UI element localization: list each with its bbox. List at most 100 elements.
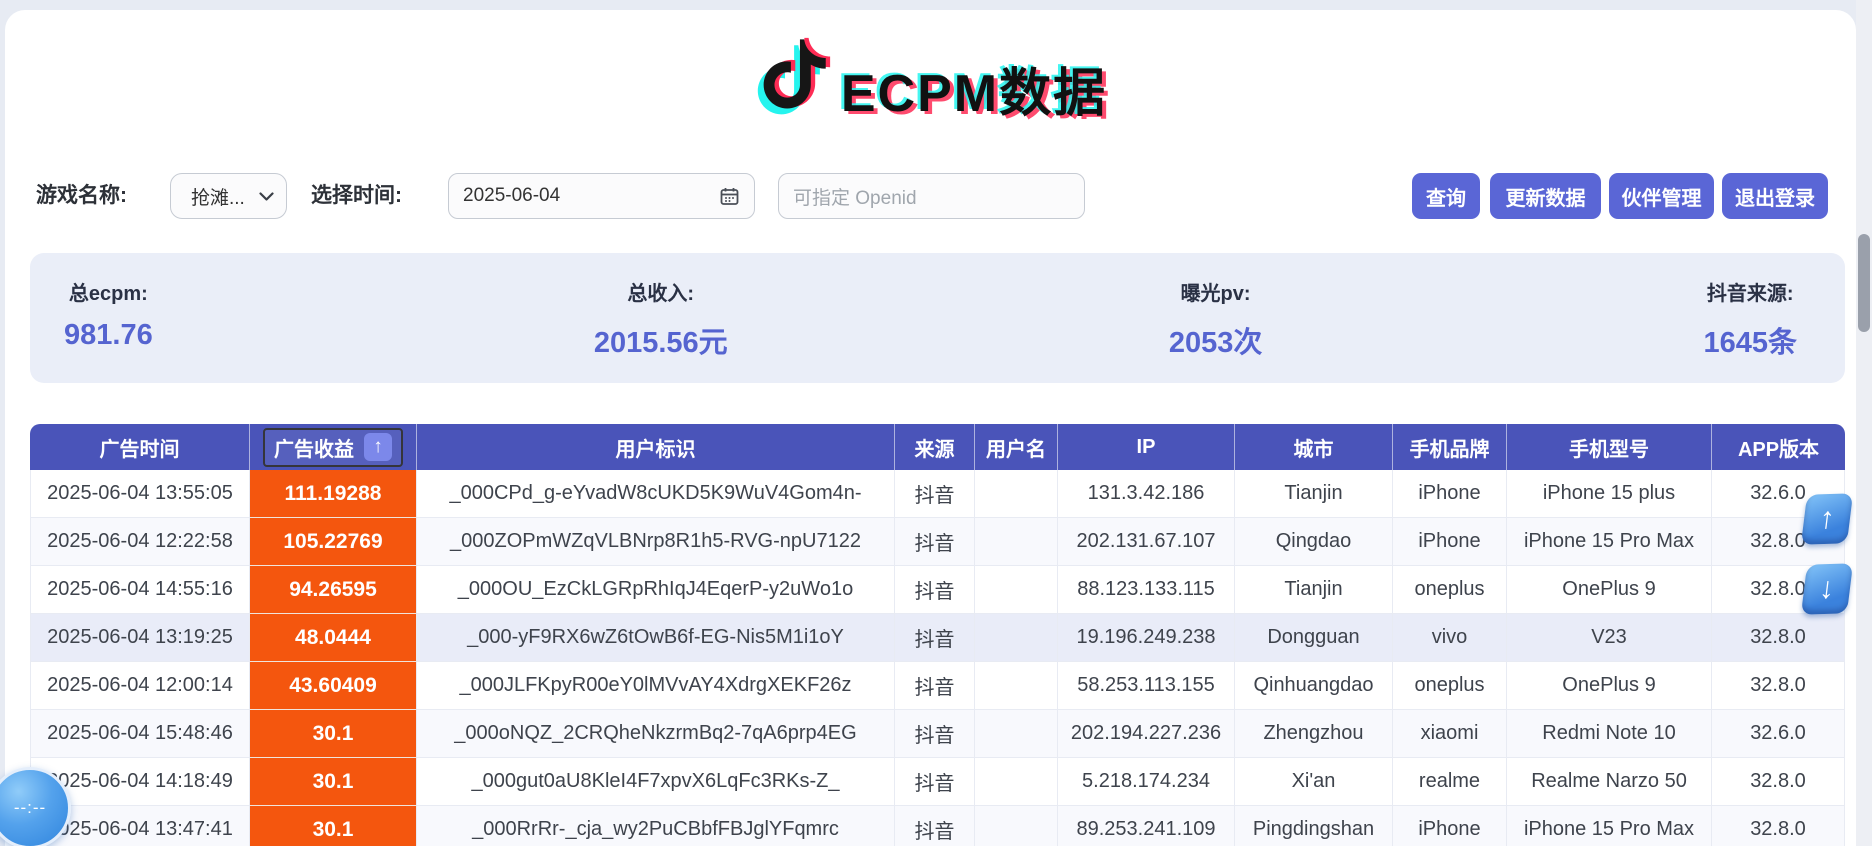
- stat-value: 981.76: [64, 319, 153, 351]
- cell-username: [975, 470, 1058, 518]
- cell-city: Xi'an: [1235, 758, 1393, 806]
- col-header-9: APP版本: [1712, 424, 1845, 470]
- cell-ad-time: 2025-06-04 12:22:58: [30, 518, 250, 566]
- calendar-icon[interactable]: [719, 186, 740, 207]
- stat-label: 抖音来源:: [1706, 283, 1794, 305]
- table-row[interactable]: 2025-06-04 12:22:58 105.22769 _000ZOPmWZqV…: [30, 518, 1845, 566]
- tiktok-note-icon: [757, 37, 830, 115]
- cell-city: Qinhuangdao: [1235, 662, 1393, 710]
- cell-phone-model: OnePlus 9: [1507, 662, 1712, 710]
- cell-ad-revenue: 94.26595: [250, 566, 417, 614]
- col-header-3: 来源: [895, 424, 975, 470]
- cell-source: 抖音: [895, 662, 975, 710]
- cell-app-version: 32.8.0: [1712, 806, 1845, 846]
- cell-app-version: 32.8.0: [1712, 758, 1845, 806]
- header-logo: ECPM数据: [0, 26, 1856, 126]
- page-title: ECPM数据: [840, 65, 1108, 123]
- cell-ip: 19.196.249.238: [1058, 614, 1235, 662]
- table-row[interactable]: 2025-06-04 13:47:41 30.1 _000RrRr-_cja_wy2…: [30, 806, 1845, 846]
- cell-phone-model: iPhone 15 Pro Max: [1507, 806, 1712, 846]
- cell-ad-revenue: 30.1: [250, 806, 417, 846]
- cell-user-openid: _000CPd_g-eYvadW8cUKD5K9WuV4Gom4n-: [417, 470, 895, 518]
- scroll-up-button[interactable]: ↑: [1800, 493, 1854, 545]
- date-input[interactable]: 2025-06-04: [448, 173, 755, 219]
- cell-source: 抖音: [895, 758, 975, 806]
- stat-value: 2015.56元: [593, 327, 728, 359]
- cell-app-version: 32.8.0: [1712, 614, 1845, 662]
- cell-ip: 131.3.42.186: [1058, 470, 1235, 518]
- table-row[interactable]: 2025-06-04 15:48:46 30.1 _000oNQZ_2CRQheNk…: [30, 710, 1845, 758]
- col-header-7: 手机品牌: [1393, 424, 1507, 470]
- scrollbar-track[interactable]: [1856, 0, 1872, 846]
- stat-label: 曝光pv:: [1180, 283, 1251, 305]
- cell-source: 抖音: [895, 566, 975, 614]
- col-header-5: IP: [1058, 424, 1235, 470]
- refresh-data-button[interactable]: 更新数据: [1490, 173, 1601, 219]
- cell-city: Zhengzhou: [1235, 710, 1393, 758]
- cell-city: Tianjin: [1235, 470, 1393, 518]
- logout-button[interactable]: 退出登录: [1722, 173, 1828, 219]
- cell-username: [975, 710, 1058, 758]
- col-header-label: 广告收益: [274, 438, 354, 461]
- cell-ad-time: 2025-06-04 12:00:14: [30, 662, 250, 710]
- cell-phone-model: Realme Narzo 50: [1507, 758, 1712, 806]
- cell-username: [975, 566, 1058, 614]
- cell-ad-revenue: 30.1: [250, 758, 417, 806]
- revenue-sort-control[interactable]: 广告收益 ↑: [263, 427, 403, 467]
- game-select[interactable]: 抢滩...: [170, 173, 287, 219]
- table-row[interactable]: 2025-06-04 13:19:25 48.0444 _000-yF9RX6wZ6…: [30, 614, 1845, 662]
- cell-source: 抖音: [895, 710, 975, 758]
- cell-city: Dongguan: [1235, 614, 1393, 662]
- stats-bar: 总ecpm: 981.76 总收入: 2015.56元 曝光pv: 2053次 …: [30, 253, 1845, 383]
- stat-total-income: 总收入: 2015.56元: [594, 277, 728, 383]
- cell-phone-model: Redmi Note 10: [1507, 710, 1712, 758]
- stat-total-ecpm: 总ecpm: 981.76: [64, 277, 153, 383]
- table-row[interactable]: 2025-06-04 14:18:49 30.1 _000gut0aU8KleI4F…: [30, 758, 1845, 806]
- cell-ip: 202.194.227.236: [1058, 710, 1235, 758]
- cell-city: Tianjin: [1235, 566, 1393, 614]
- timer-bubble[interactable]: --:--: [0, 767, 71, 846]
- stat-value: 2053次: [1168, 327, 1263, 359]
- openid-input[interactable]: 可指定 Openid: [778, 173, 1085, 219]
- table-row[interactable]: 2025-06-04 12:00:14 43.60409 _000JLFKpyR00…: [30, 662, 1845, 710]
- scroll-down-button[interactable]: ↓: [1800, 563, 1854, 615]
- cell-phone-brand: iPhone: [1393, 518, 1507, 566]
- stat-label: 总收入:: [627, 283, 695, 305]
- scrollbar-thumb[interactable]: [1858, 234, 1870, 332]
- col-header-1[interactable]: 广告收益 ↑: [250, 424, 417, 470]
- stat-douyin-source: 抖音来源: 1645条: [1703, 277, 1797, 383]
- cell-app-version: 32.8.0: [1712, 662, 1845, 710]
- partner-manage-button[interactable]: 伙伴管理: [1609, 173, 1714, 219]
- filter-bar: 游戏名称: 抢滩... 选择时间: 2025-06-04 可指定 Openid …: [0, 173, 1872, 219]
- cell-username: [975, 662, 1058, 710]
- table-header-row: 广告时间 广告收益 ↑ 用户标识 来源 用户名 IP 城市 手机品牌 手机型号 APP版本: [30, 424, 1845, 470]
- stat-label: 总ecpm:: [68, 283, 148, 305]
- cell-ad-time: 2025-06-04 13:55:05: [30, 470, 250, 518]
- cell-username: [975, 614, 1058, 662]
- date-label: 选择时间:: [311, 184, 402, 207]
- table-row[interactable]: 2025-06-04 13:55:05 111.19288 _000CPd_g-eY…: [30, 470, 1845, 518]
- cell-phone-brand: vivo: [1393, 614, 1507, 662]
- cell-phone-brand: oneplus: [1393, 662, 1507, 710]
- cell-phone-brand: realme: [1393, 758, 1507, 806]
- cell-app-version: 32.6.0: [1712, 710, 1845, 758]
- cell-ip: 5.218.174.234: [1058, 758, 1235, 806]
- stat-value: 1645条: [1703, 327, 1797, 359]
- cell-phone-brand: xiaomi: [1393, 710, 1507, 758]
- cell-ad-revenue: 48.0444: [250, 614, 417, 662]
- cell-phone-model: OnePlus 9: [1507, 566, 1712, 614]
- cell-city: Pingdingshan: [1235, 806, 1393, 846]
- cell-username: [975, 758, 1058, 806]
- query-button[interactable]: 查询: [1412, 173, 1480, 219]
- cell-user-openid: _000-yF9RX6wZ6tOwB6f-EG-Nis5M1i1oY: [417, 614, 895, 662]
- col-header-2: 用户标识: [417, 424, 895, 470]
- cell-phone-model: iPhone 15 plus: [1507, 470, 1712, 518]
- col-header-8: 手机型号: [1507, 424, 1712, 470]
- table-row[interactable]: 2025-06-04 14:55:16 94.26595 _000OU_EzCkLG…: [30, 566, 1845, 614]
- sort-ascending-icon[interactable]: ↑: [364, 433, 392, 461]
- cell-phone-model: V23: [1507, 614, 1712, 662]
- cell-ip: 88.123.133.115: [1058, 566, 1235, 614]
- cell-username: [975, 806, 1058, 846]
- date-value: 2025-06-04: [463, 185, 561, 206]
- cell-ad-revenue: 30.1: [250, 710, 417, 758]
